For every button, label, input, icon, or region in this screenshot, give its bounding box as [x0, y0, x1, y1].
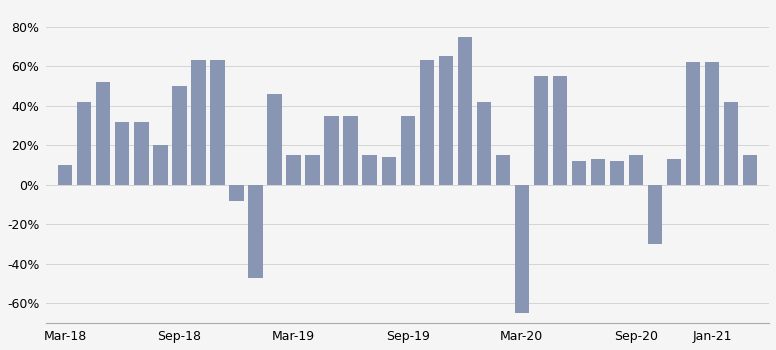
Bar: [458, 37, 472, 185]
Bar: [438, 56, 453, 185]
Bar: [286, 155, 300, 185]
Bar: [420, 60, 434, 185]
Bar: [230, 185, 244, 201]
Bar: [572, 161, 586, 185]
Bar: [192, 60, 206, 185]
Bar: [514, 185, 529, 313]
Bar: [362, 155, 377, 185]
Bar: [724, 102, 738, 185]
Bar: [667, 159, 681, 185]
Bar: [248, 185, 262, 278]
Bar: [648, 185, 662, 244]
Bar: [553, 76, 567, 185]
Bar: [705, 62, 719, 185]
Bar: [382, 157, 396, 185]
Bar: [77, 102, 92, 185]
Bar: [591, 159, 605, 185]
Bar: [324, 116, 338, 185]
Bar: [610, 161, 624, 185]
Bar: [58, 165, 72, 185]
Bar: [743, 155, 757, 185]
Bar: [496, 155, 510, 185]
Bar: [210, 60, 224, 185]
Bar: [629, 155, 643, 185]
Bar: [476, 102, 491, 185]
Bar: [344, 116, 358, 185]
Bar: [172, 86, 186, 185]
Bar: [400, 116, 415, 185]
Bar: [134, 121, 148, 185]
Bar: [96, 82, 110, 185]
Bar: [306, 155, 320, 185]
Bar: [115, 121, 130, 185]
Bar: [686, 62, 700, 185]
Bar: [268, 94, 282, 185]
Bar: [534, 76, 548, 185]
Bar: [153, 145, 168, 185]
